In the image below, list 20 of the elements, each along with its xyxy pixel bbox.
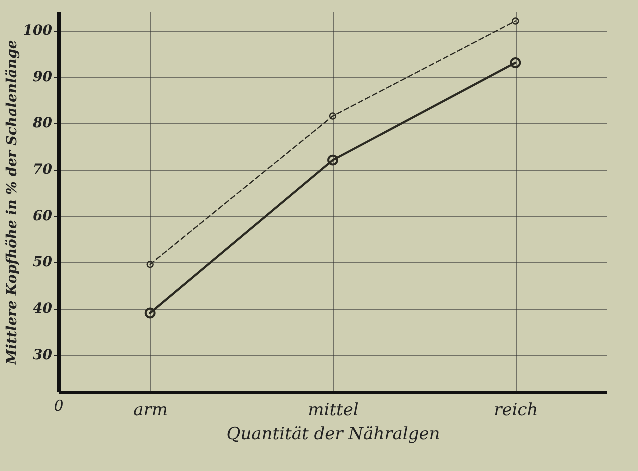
x-axis-title: Quantität der Nähralgen [226, 424, 440, 444]
point [329, 112, 337, 120]
x-tick-label: reich [494, 400, 538, 420]
point [146, 260, 154, 268]
y-tick-label: 90 [33, 69, 53, 86]
point [510, 58, 522, 68]
y-tick-label: 100 [23, 23, 53, 40]
y-tick-label: 50 [33, 254, 53, 271]
point [328, 154, 338, 166]
y-tick-label: 60 [33, 208, 53, 224]
y-tick-label: 40 [33, 301, 53, 318]
y-tick-label: 70 [33, 162, 53, 178]
x-tick-label: arm [134, 400, 168, 420]
x-tick-label: mittel [308, 400, 359, 420]
y-axis-title: Mittlere Kopfhöhe in % der Schalenlänge [4, 40, 20, 366]
point [144, 308, 156, 319]
y-tick-label: 80 [32, 116, 53, 132]
text: 0 [54, 397, 64, 415]
y-tick-label: 30 [33, 347, 53, 364]
point [512, 18, 520, 25]
